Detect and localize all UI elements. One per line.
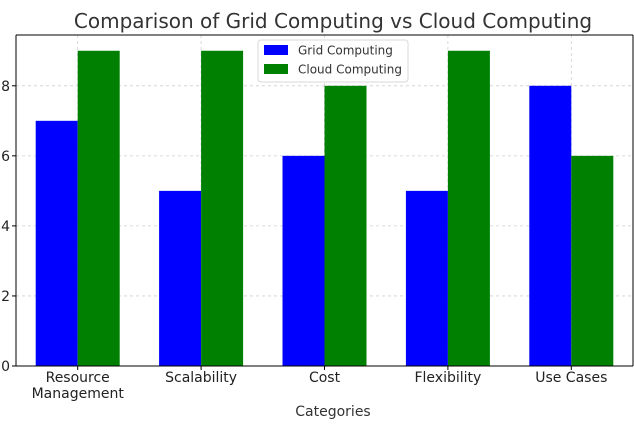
- legend: Grid Computing Cloud Computing: [257, 39, 409, 83]
- bar-grid-computing: [529, 85, 572, 366]
- x-tick-label: Resource Management: [32, 370, 125, 402]
- legend-frame: [257, 39, 409, 83]
- y-tick-label: 0: [1, 359, 10, 375]
- x-tick-label: Scalability: [165, 370, 237, 386]
- y-tick-label: 6: [1, 149, 10, 165]
- axes: [12, 34, 634, 370]
- legend-label-cloud-computing: Cloud Computing: [298, 63, 402, 77]
- y-tick-label: 4: [1, 219, 10, 235]
- bar-cloud-computing: [447, 50, 490, 367]
- bar-cloud-computing: [77, 50, 120, 367]
- legend-swatch-cloud-computing: [264, 64, 288, 74]
- chart-title: Comparison of Grid Computing vs Cloud Co…: [74, 9, 592, 33]
- bar-cloud-computing: [324, 85, 367, 366]
- y-tick-label: 2: [1, 289, 10, 305]
- y-tick-label: 8: [1, 79, 10, 95]
- x-tick-label: Flexibility: [414, 370, 481, 386]
- x-tick-label: Cost: [309, 370, 341, 386]
- bar-grid-computing: [405, 190, 448, 366]
- bar-cloud-computing: [571, 155, 614, 366]
- bar-grid-computing: [282, 155, 325, 366]
- bar-cloud-computing: [201, 50, 244, 367]
- legend-swatch-grid-computing: [264, 45, 288, 55]
- tick-labels: 0 2 4 6 8 Resource Management Scalability Cost Fl…: [1, 79, 607, 402]
- x-axis-label: Categories: [295, 404, 370, 420]
- bars: [35, 50, 614, 367]
- legend-label-grid-computing: Grid Computing: [298, 44, 393, 58]
- bar-grid-computing: [35, 120, 78, 366]
- x-tick-label: Use Cases: [535, 370, 607, 386]
- bar-grid-computing: [159, 190, 202, 366]
